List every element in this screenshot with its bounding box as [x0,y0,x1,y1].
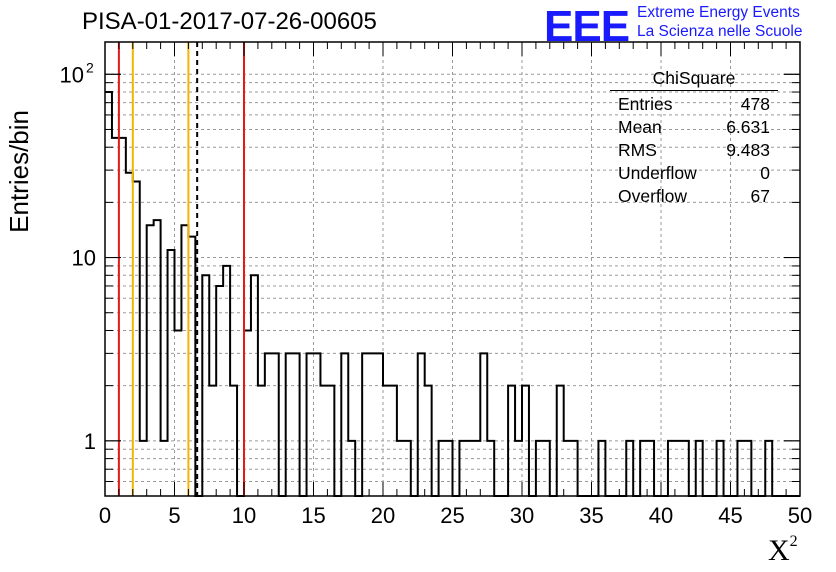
stats-rows: Entries 478 Mean 6.631 RMS 9.483 Underflow 0 Ove… [610,94,778,209]
x-axis-label-text: X [768,534,790,567]
x-tick-label: 45 [718,503,742,528]
reference-lines [117,42,245,496]
stats-value: 67 [750,186,770,206]
stats-value: 6.631 [726,117,770,137]
histogram-series [105,91,800,497]
x-tick-label: 40 [649,503,673,528]
stats-box: ChiSquare Entries 478 Mean 6.631 RMS 9.483 Und… [610,68,778,209]
x-tick-label: 10 [232,503,256,528]
y-tick-label: 10 [72,246,96,271]
y-tick-label-sup: 2 [86,59,94,75]
stats-title: ChiSquare [610,68,778,91]
grid [105,42,800,496]
y-axis-label: Entries/bin [4,110,34,233]
x-tick-label: 30 [510,503,534,528]
stats-label: Entries [618,94,673,114]
stats-row-rms: RMS 9.483 [610,140,778,163]
stats-label: RMS [618,140,657,160]
stats-label: Underflow [618,163,697,183]
stats-row-overflow: Overflow 67 [610,186,778,209]
axes [104,41,801,497]
eee-logo: EEE [544,2,630,51]
stats-label: Mean [618,117,662,137]
x-tick-label: 25 [440,503,464,528]
y-tick-label: 10 [60,62,84,87]
logo-line-1: Extreme Energy Events [637,4,800,21]
chart-title: PISA-01-2017-07-26-00605 [82,8,377,35]
stats-row-mean: Mean 6.631 [610,117,778,140]
stats-row-underflow: Underflow 0 [610,163,778,186]
logo-line-2: La Scienza nelle Scuole [637,23,803,40]
stats-value: 0 [760,163,770,183]
x-axis-label: X2 [768,533,798,568]
x-tick-label: 0 [99,503,111,528]
histogram-line [105,91,800,497]
stats-value: 478 [740,94,770,114]
x-axis-label-sup: 2 [789,533,798,550]
x-tick-label: 5 [168,503,180,528]
stats-label: Overflow [618,186,688,206]
logo-caption: Extreme Energy Events La Scienza nelle S… [637,3,802,41]
stats-value: 9.483 [726,140,770,160]
x-tick-label: 15 [301,503,325,528]
x-tick-label: 20 [371,503,395,528]
x-tick-label: 35 [579,503,603,528]
y-tick-label: 1 [84,429,96,454]
x-tick-label: 50 [788,503,812,528]
stats-row-entries: Entries 478 [610,94,778,117]
